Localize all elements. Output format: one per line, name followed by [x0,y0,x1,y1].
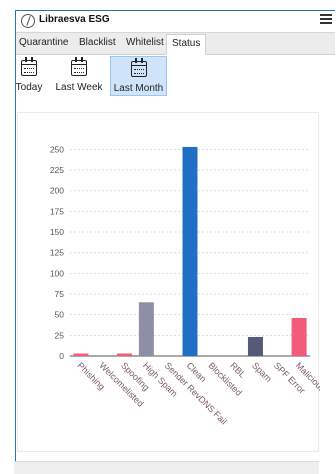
period-label: Last Week [55,82,103,93]
tab-blacklist[interactable]: Blacklist [79,37,116,48]
tab-quarantine[interactable]: Quarantine [19,37,69,48]
tab-status[interactable]: Status [166,34,207,55]
tab-whitelist[interactable]: Whitelist [126,37,164,48]
chart-panel: 0 25 50 75 100 125 150 175 200 225 250 Phishing Welc… [17,112,320,452]
tab-bar: Quarantine Blacklist Whitelist Status [16,33,335,55]
app-title: Libraesva ESG [39,14,110,25]
y-tick-label: 0 [59,351,64,361]
y-tick-label: 125 [50,248,64,258]
calendar-icon [21,57,37,76]
bar [117,353,133,356]
y-tick-label: 200 [50,186,64,196]
period-today-button[interactable]: Today [15,56,43,96]
period-last-week-button[interactable]: Last Week [47,56,111,96]
y-tick-label: 25 [55,330,65,340]
bar [182,146,198,356]
bar [291,317,307,356]
period-last-month-button[interactable]: Last Month [110,56,167,96]
y-tick-label: 250 [50,144,64,154]
y-tick-label: 75 [55,289,65,299]
libraesva-logo-icon [21,14,35,28]
x-tick-label: Spam [250,360,274,384]
bar [138,302,154,356]
bar-chart: 0255075100125150175200225250PhishingWelc… [50,144,320,426]
y-tick-label: 225 [50,165,64,175]
bar [73,353,89,356]
calendar-icon [71,57,87,76]
bottom-strip [14,461,319,474]
title-bar: Libraesva ESG [16,11,335,33]
y-tick-label: 100 [50,268,64,278]
period-label: Today [15,82,43,93]
y-tick-label: 175 [50,206,64,216]
period-label: Last Month [113,83,164,94]
y-tick-label: 50 [55,310,65,320]
bar [247,336,263,356]
calendar-icon [131,58,147,77]
y-tick-label: 150 [50,227,64,237]
hamburger-menu-icon[interactable] [320,14,332,26]
